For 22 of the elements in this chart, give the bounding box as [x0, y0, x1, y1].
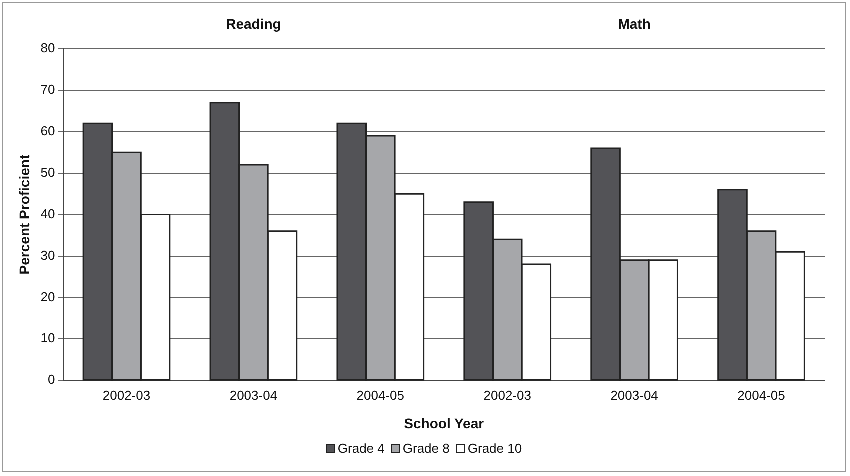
x-tick-label: 2004-05 [356, 388, 405, 403]
x-tick-label: 2003-04 [610, 388, 658, 403]
y-tick-label: 70 [40, 82, 56, 98]
y-tick-label: 10 [40, 330, 56, 346]
legend-label: Grade 10 [468, 441, 522, 456]
x-tick-label: 2002-03 [484, 388, 532, 403]
y-tick-label: 50 [40, 164, 56, 180]
y-tick-label: 30 [40, 248, 56, 263]
legend-label: Grade 4 [338, 441, 385, 456]
text: Math [618, 16, 651, 32]
y-tick-label: 20 [40, 289, 56, 304]
x-tick-label: 2003-04 [230, 388, 278, 403]
x-tick-label: 2002-03 [102, 388, 151, 403]
y-tick-label: 60 [40, 123, 56, 138]
x-axis-title: School Year [404, 415, 485, 432]
legend-label: Grade 8 [402, 441, 450, 456]
text: Reading [226, 16, 282, 32]
y-tick-label: 40 [40, 206, 56, 222]
x-tick-label: 2004-05 [738, 388, 786, 403]
y-tick-label: 0 [48, 372, 56, 388]
y-axis-title: Percent Proficient [16, 154, 32, 275]
y-tick-label: 80 [40, 40, 56, 56]
